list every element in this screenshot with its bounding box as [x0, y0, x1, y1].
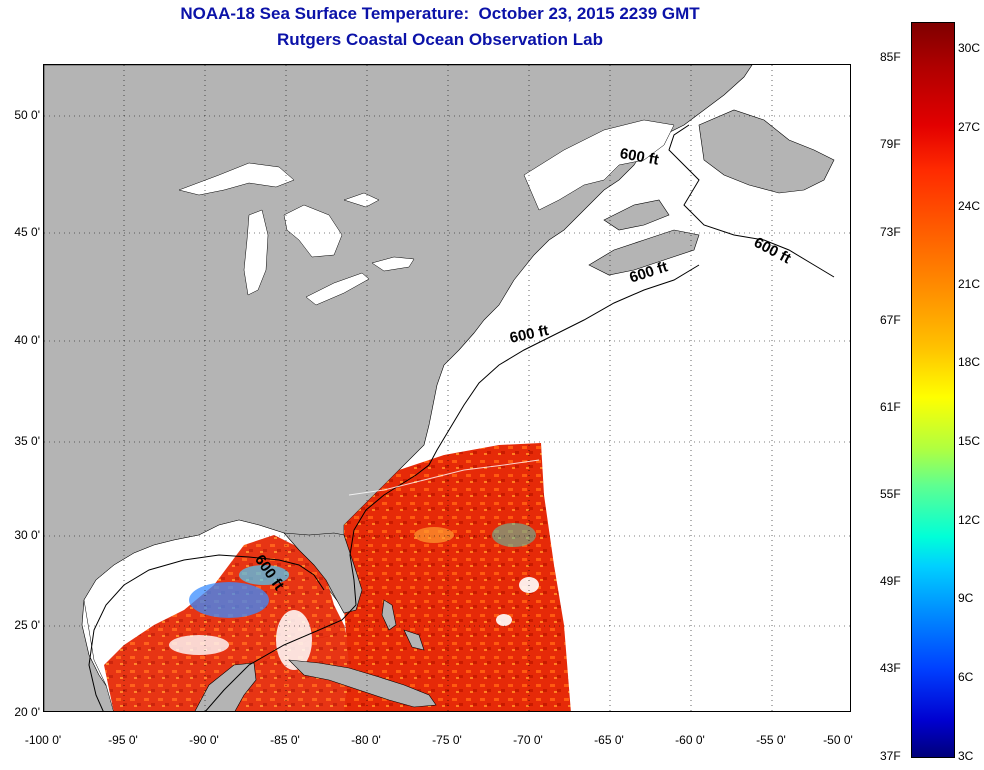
- lon-tick-label: -90 0': [189, 733, 219, 747]
- lake-erie: [305, 272, 370, 306]
- colorbar-c-label: 3C: [958, 749, 974, 763]
- colorbar-c-label: 12C: [958, 513, 981, 527]
- sst-patch: [239, 565, 289, 585]
- lat-tick-label: 45 0': [14, 225, 40, 239]
- colorbar-f-label: 55F: [880, 487, 901, 501]
- colorbar-c-label: 21C: [958, 277, 981, 291]
- grid: [44, 65, 850, 711]
- colorbar-f-label: 43F: [880, 661, 901, 675]
- lake-st-clair: [343, 192, 380, 208]
- water-gulf-st-lawrence: [523, 119, 675, 211]
- sst-patch: [169, 635, 229, 655]
- lat-tick-label: 35 0': [14, 434, 40, 448]
- lat-tick-label: 20 0': [14, 705, 40, 719]
- land-yucatan: [194, 662, 257, 711]
- land-florida: [283, 532, 363, 614]
- colorbar-f-label: 73F: [880, 225, 901, 239]
- temperature-colorbar: [911, 22, 955, 758]
- lake-superior: [178, 162, 295, 196]
- land-bahamas: [403, 629, 425, 651]
- lat-tick-label: 50 0': [14, 108, 40, 122]
- sst-swath-atlantic: [344, 443, 571, 711]
- lon-tick-label: -85 0': [270, 733, 300, 747]
- lon-tick-label: -80 0': [351, 733, 381, 747]
- map-panel: [43, 64, 851, 712]
- sst-patch: [276, 610, 312, 670]
- colorbar-f-label: 67F: [880, 313, 901, 327]
- colorbar-f-label: 79F: [880, 137, 901, 151]
- colorbar-f-label: 37F: [880, 749, 901, 763]
- sst-map: [44, 65, 850, 711]
- colorbar-c-label: 24C: [958, 199, 981, 213]
- colorbar-f-label: 49F: [880, 574, 901, 588]
- land-maritimes: [603, 199, 670, 231]
- land-nova-scotia: [588, 229, 700, 276]
- isobath-600ft: [88, 124, 835, 711]
- colorbar-c-label: 15C: [958, 434, 981, 448]
- sst-patch: [496, 614, 512, 626]
- colorbar-c-label: 30C: [958, 41, 981, 55]
- colorbar-f-label: 61F: [880, 400, 901, 414]
- land-cuba: [288, 659, 437, 708]
- land-bahamas: [381, 599, 397, 631]
- lon-tick-label: -100 0': [24, 733, 62, 747]
- lon-tick-label: -95 0': [108, 733, 138, 747]
- lat-tick-label: 25 0': [14, 618, 40, 632]
- sst-patch: [492, 523, 536, 547]
- lon-tick-label: -70 0': [513, 733, 543, 747]
- lon-tick-label: -60 0': [675, 733, 705, 747]
- colorbar-c-label: 18C: [958, 355, 981, 369]
- colorbar-f-label: 85F: [880, 50, 901, 64]
- lake-huron: [283, 204, 343, 258]
- gulf-stream-edge: [348, 459, 540, 496]
- map-title: NOAA-18 Sea Surface Temperature: October…: [180, 4, 700, 23]
- lake-ontario: [371, 256, 415, 272]
- colorbar-c-label: 6C: [958, 670, 974, 684]
- lon-tick-label: -65 0': [594, 733, 624, 747]
- map-subtitle: Rutgers Coastal Ocean Observation Lab: [277, 30, 603, 49]
- lon-tick-label: -75 0': [432, 733, 462, 747]
- sst-patch: [189, 582, 269, 618]
- lake-michigan: [243, 209, 269, 296]
- lon-tick-label: -55 0': [756, 733, 786, 747]
- lat-tick-label: 40 0': [14, 333, 40, 347]
- colorbar-c-label: 9C: [958, 591, 974, 605]
- sst-patch: [414, 527, 454, 543]
- land-newfoundland: [698, 109, 835, 194]
- lon-tick-label: -50 0': [823, 733, 853, 747]
- colorbar-c-label: 27C: [958, 120, 981, 134]
- lat-tick-label: 30 0': [14, 528, 40, 542]
